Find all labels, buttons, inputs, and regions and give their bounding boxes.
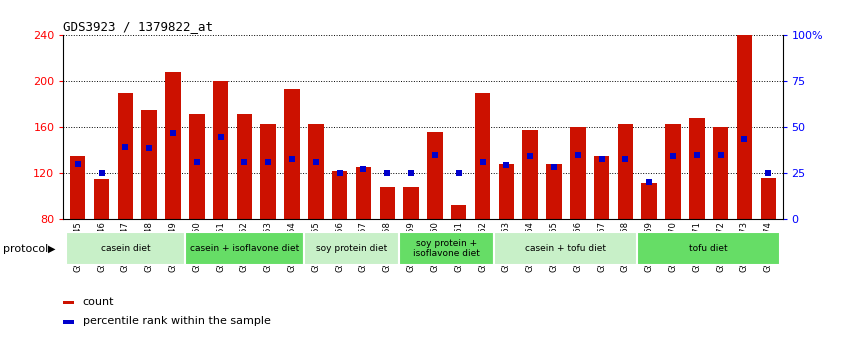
FancyBboxPatch shape	[185, 232, 304, 266]
Bar	[118, 93, 133, 219]
Bar	[618, 124, 633, 219]
Bar	[404, 187, 419, 219]
Bar	[737, 35, 752, 219]
Text: percentile rank within the sample: percentile rank within the sample	[83, 316, 271, 326]
Bar	[70, 156, 85, 219]
Text: soy protein +
isoflavone diet: soy protein + isoflavone diet	[414, 239, 481, 258]
FancyBboxPatch shape	[304, 232, 399, 266]
Bar	[261, 124, 276, 219]
Text: tofu diet: tofu diet	[689, 244, 728, 253]
FancyBboxPatch shape	[399, 232, 494, 266]
Bar	[237, 114, 252, 219]
Bar	[355, 166, 371, 219]
Bar	[380, 187, 395, 219]
Bar	[427, 132, 442, 219]
Text: casein + tofu diet: casein + tofu diet	[525, 244, 607, 253]
Bar	[94, 179, 109, 219]
Bar	[284, 90, 299, 219]
FancyBboxPatch shape	[637, 232, 780, 266]
Bar	[570, 127, 585, 219]
Bar	[523, 130, 538, 219]
Bar	[665, 124, 681, 219]
Text: casein diet: casein diet	[101, 244, 151, 253]
Text: protocol: protocol	[3, 244, 47, 254]
Bar	[213, 81, 228, 219]
Text: casein + isoflavone diet: casein + isoflavone diet	[190, 244, 299, 253]
Bar	[63, 320, 74, 324]
Bar	[498, 164, 514, 219]
Bar	[332, 171, 348, 219]
FancyBboxPatch shape	[66, 232, 185, 266]
Bar	[594, 156, 609, 219]
Bar	[641, 183, 657, 219]
Text: GDS3923 / 1379822_at: GDS3923 / 1379822_at	[63, 20, 213, 33]
FancyBboxPatch shape	[494, 232, 637, 266]
Bar	[141, 110, 157, 219]
Bar	[165, 72, 181, 219]
Bar	[451, 205, 466, 219]
Bar	[547, 164, 562, 219]
Bar	[761, 178, 776, 219]
Text: ▶: ▶	[48, 244, 56, 254]
Bar	[713, 127, 728, 219]
Text: count: count	[83, 297, 114, 307]
Bar	[63, 301, 74, 304]
Bar	[189, 114, 205, 219]
Bar	[475, 93, 491, 219]
Bar	[308, 124, 323, 219]
Text: soy protein diet: soy protein diet	[316, 244, 387, 253]
Bar	[689, 118, 705, 219]
